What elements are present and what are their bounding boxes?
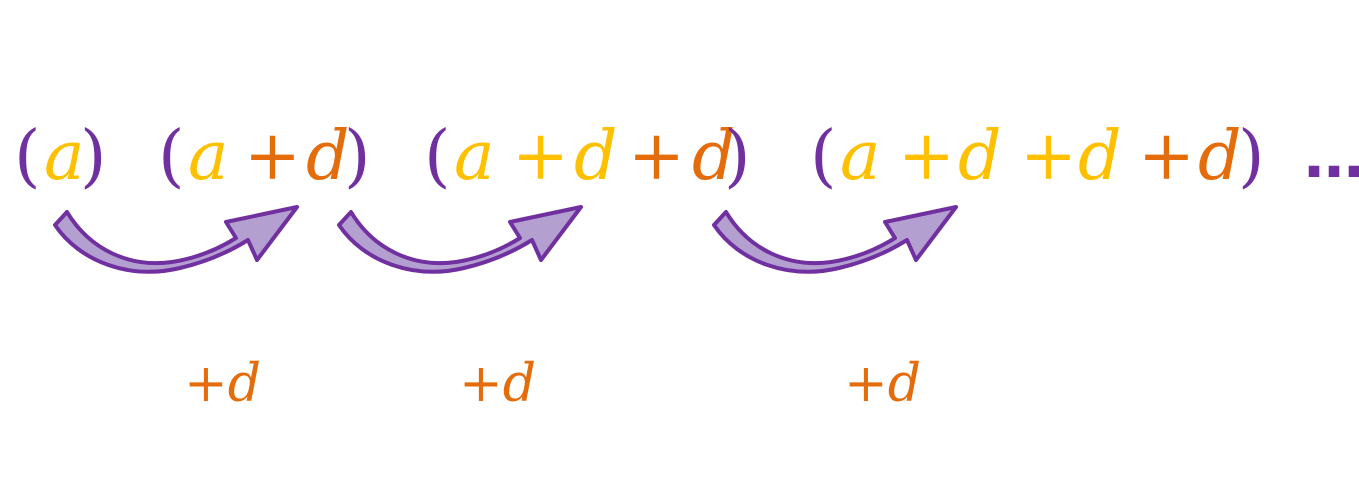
term-d: d: [574, 117, 618, 196]
step-label-d: d: [887, 354, 921, 414]
plus-sign: +: [628, 117, 685, 196]
term-d: d: [1078, 117, 1122, 196]
close-paren: ): [724, 117, 751, 196]
step-label-plus: +: [844, 354, 888, 414]
open-paren: (: [14, 117, 41, 196]
step-label-d: d: [227, 354, 261, 414]
step-arrow-3: [712, 205, 958, 274]
step-label-plus: +: [184, 354, 228, 414]
plus-sign: +: [1020, 117, 1077, 196]
step-label-plus: +: [459, 354, 503, 414]
term-d: d: [958, 117, 1002, 196]
term-d: d: [692, 117, 736, 196]
open-paren: (: [158, 117, 185, 196]
plus-sign: +: [512, 117, 569, 196]
ellipsis: …: [1304, 122, 1359, 192]
plus-sign: +: [244, 117, 301, 196]
step-arrow-1: [53, 205, 299, 274]
step-label-3: +d: [778, 288, 921, 480]
plus-sign: +: [1138, 117, 1195, 196]
curved-arrow-icon: [337, 205, 583, 274]
open-paren: (: [424, 117, 451, 196]
term-d: d: [306, 117, 350, 196]
close-paren: ): [1238, 117, 1265, 196]
step-label-d: d: [502, 354, 536, 414]
term-a: a: [44, 117, 85, 196]
step-arrow-2: [337, 205, 583, 274]
plus-sign: +: [898, 117, 955, 196]
curved-arrow-icon: [712, 205, 958, 274]
term-a: a: [454, 117, 495, 196]
curved-arrow-icon: [53, 205, 299, 274]
term-d: d: [1198, 117, 1242, 196]
open-paren: (: [810, 117, 837, 196]
close-paren: ): [344, 117, 371, 196]
term-a: a: [188, 117, 229, 196]
step-label-2: +d: [393, 288, 536, 480]
close-paren: ): [80, 117, 107, 196]
term-a: a: [840, 117, 881, 196]
arithmetic-sequence-diagram: (a)(a + d)(a + d + d)(a + d + d + d) … +d +d +d: [14, 117, 1359, 414]
step-label-1: +d: [118, 288, 261, 480]
